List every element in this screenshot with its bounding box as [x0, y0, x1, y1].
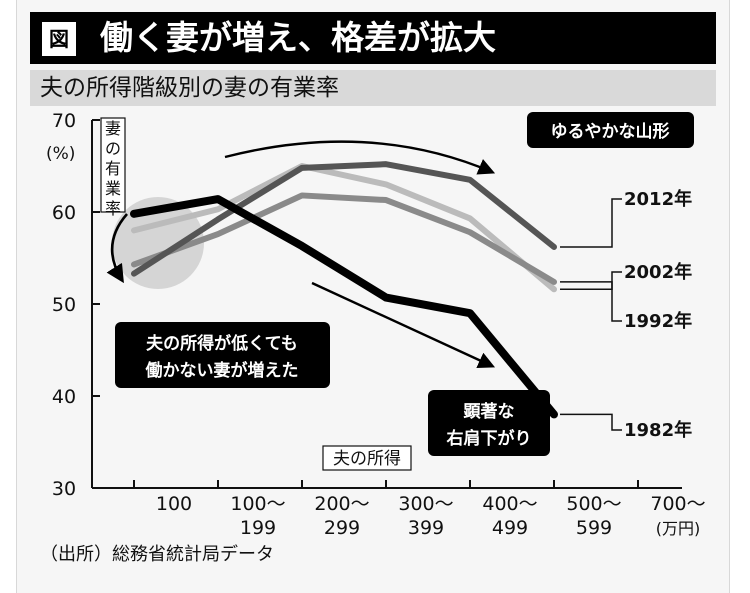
x-label-box — [322, 445, 412, 471]
y-label-char: 妻 — [105, 119, 121, 138]
year-label-group: 2012年 2002年 1992年 1982年 — [560, 188, 692, 441]
callout-line: ゆるやかな山形 — [551, 121, 670, 142]
year-leader-line — [560, 271, 622, 291]
callout-decline-text: 顕著な右肩下がり — [447, 401, 532, 449]
y-label-char: の — [105, 139, 121, 158]
source-note: （出所）総務省統計局データ — [40, 544, 274, 565]
x-axis-label: 夫の所得 — [333, 449, 401, 469]
callout-decline-box — [428, 390, 550, 456]
x-tick-line: 399 — [408, 517, 444, 539]
low-income-arrow — [106, 213, 128, 284]
x-tick-label: 500〜 599 — [566, 493, 621, 539]
y-label-char: 率 — [105, 199, 121, 218]
x-tick-line: 100 — [156, 493, 192, 515]
callout-line: 顕著な — [464, 401, 515, 422]
callout-line: 働かない妻が増えた — [145, 360, 299, 381]
header-bar — [30, 12, 716, 64]
x-tick-label: 700〜 (万円) — [650, 493, 705, 538]
series-line — [131, 161, 557, 277]
x-tick-label: 300〜 399 — [398, 493, 453, 539]
year-label: 2002年 — [624, 261, 692, 283]
x-tick-line: 599 — [576, 517, 612, 539]
y-label-char: 業 — [105, 179, 121, 198]
x-tick-line: 100〜 — [230, 493, 285, 515]
x-tick-line: 499 — [492, 517, 528, 539]
series-line — [131, 192, 557, 285]
y-label-box — [100, 117, 126, 213]
y-tick-label: 70 — [52, 110, 76, 132]
callout-line: 夫の所得が低くても — [146, 333, 298, 354]
x-tick-label: 100〜 199 — [230, 493, 285, 539]
x-tick-label: 200〜 299 — [314, 493, 369, 539]
y-tick-label: 50 — [52, 294, 76, 316]
series-line — [130, 195, 558, 419]
y-tick-group: 70 60 50 40 30 — [52, 110, 100, 500]
callout-low-income-text: 夫の所得が低くても働かない妻が増えた — [145, 333, 299, 381]
subtitle-bar — [30, 70, 716, 106]
year-label: 1992年 — [624, 310, 692, 332]
x-tick-label: 100 — [156, 493, 192, 515]
x-tick-line: (万円) — [656, 519, 701, 538]
series-line — [131, 163, 557, 293]
y-label-char: 有 — [105, 159, 121, 178]
x-tick-line: 200〜 — [314, 493, 369, 515]
y-tick-label: 40 — [52, 386, 76, 408]
year-leader-line — [560, 198, 622, 248]
callout-line: 右肩下がり — [447, 428, 532, 449]
x-tick-line: 299 — [324, 517, 360, 539]
series-group — [130, 161, 558, 419]
year-label: 1982年 — [624, 419, 692, 441]
x-tick-line: 300〜 — [398, 493, 453, 515]
callout-low-income-box — [115, 322, 330, 388]
y-tick-label: 30 — [52, 478, 76, 500]
x-tick-line: 400〜 — [482, 493, 537, 515]
mountain-arrow — [224, 140, 496, 175]
x-tick-label: 400〜 499 — [482, 493, 537, 539]
callout-mountain-text: ゆるやかな山形 — [551, 121, 670, 142]
y-axis-label: 妻の有業率 — [105, 119, 121, 218]
year-leader-line — [560, 281, 622, 322]
chart-subtitle: 夫の所得階級別の妻の有業率 — [40, 75, 339, 101]
y-unit-label: (%) — [46, 144, 75, 164]
x-tick-line: 199 — [240, 517, 276, 539]
x-tick-line: 700〜 — [650, 493, 705, 515]
year-label: 2012年 — [624, 188, 692, 210]
decline-arrow — [311, 281, 496, 369]
x-tick-line: 500〜 — [566, 493, 621, 515]
figure-mark: 図 — [42, 22, 76, 56]
x-tick-group: 100 100〜 199 200〜 299 300〜 399 400〜 499 500〜 599 70… — [133, 480, 706, 539]
y-tick-label: 60 — [52, 202, 76, 224]
callout-mountain-box — [527, 112, 694, 148]
headline: 働く妻が増え、格差が拡大 — [100, 18, 496, 57]
year-leader-line — [560, 413, 622, 431]
